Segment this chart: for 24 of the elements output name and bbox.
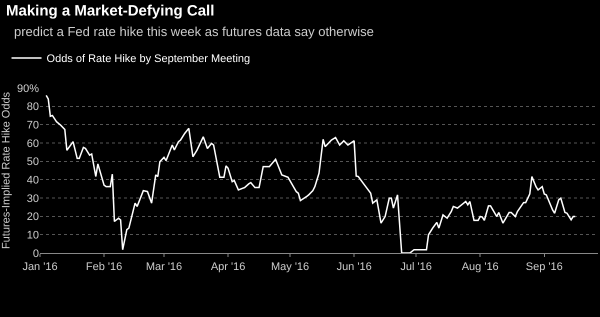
chart-title: Making a Market-Defying Call bbox=[6, 2, 214, 20]
y-tick-label: 90% bbox=[16, 82, 40, 95]
legend-label: Odds of Rate Hike by September Meeting bbox=[46, 53, 250, 66]
y-tick-label: 10 bbox=[26, 230, 39, 242]
x-tick-label: Jul '16 bbox=[400, 261, 432, 274]
x-tick-label: Jan '16 bbox=[22, 261, 58, 274]
y-tick-label: 0 bbox=[32, 248, 39, 260]
y-tick-label: 30 bbox=[26, 192, 39, 205]
y-tick-label: 20 bbox=[26, 211, 39, 224]
x-tick-label: Feb '16 bbox=[86, 261, 122, 274]
x-tick-label: Jun '16 bbox=[336, 261, 372, 274]
chart-subtitle: predict a Fed rate hike this week as futures data say otherwise bbox=[14, 24, 374, 39]
x-tick-label: May '16 bbox=[270, 261, 310, 274]
y-tick-label: 50 bbox=[26, 156, 39, 168]
y-tick-label: 40 bbox=[26, 174, 39, 187]
y-tick-label: 60 bbox=[26, 138, 39, 150]
x-tick-label: Sep '16 bbox=[526, 261, 563, 274]
y-tick-label: 70 bbox=[26, 120, 39, 132]
y-tick-label: 80 bbox=[26, 101, 39, 114]
line-series bbox=[45, 94, 576, 253]
x-tick-label: Aug '16 bbox=[462, 261, 499, 274]
x-tick-label: Apr '16 bbox=[210, 261, 246, 274]
y-axis-title: Futures-Implied Rate Hike Odds bbox=[0, 91, 13, 250]
x-tick-label: Mar '16 bbox=[146, 261, 182, 274]
